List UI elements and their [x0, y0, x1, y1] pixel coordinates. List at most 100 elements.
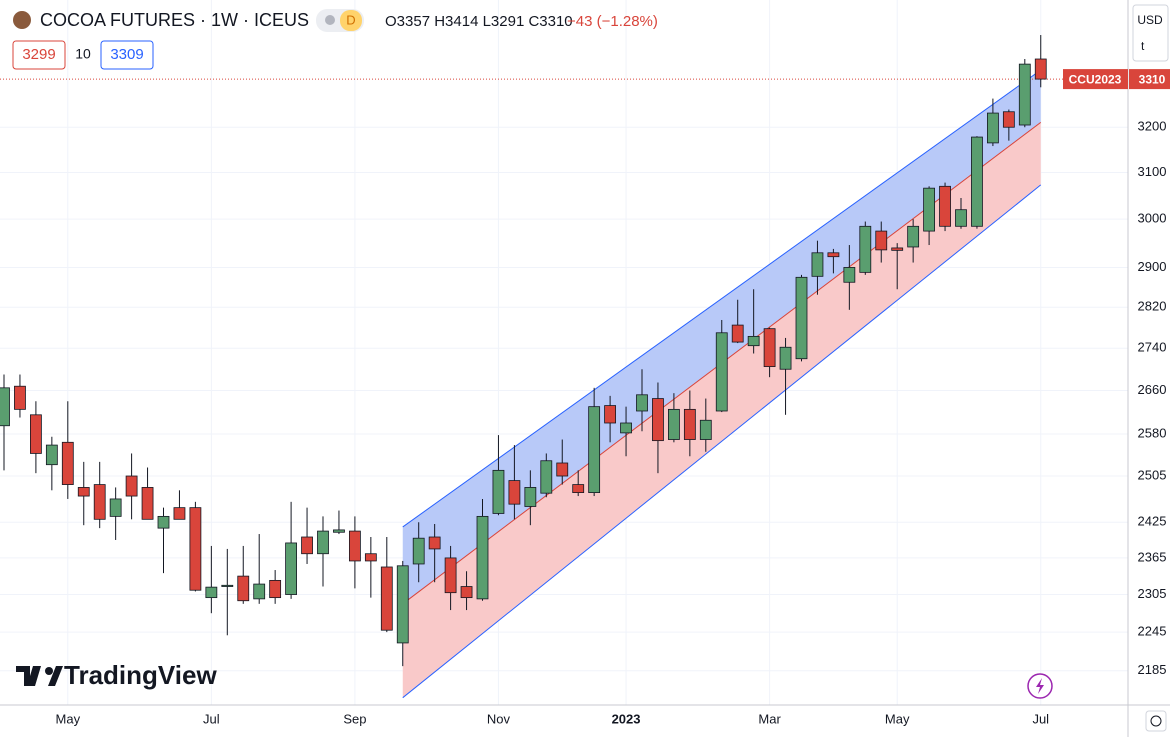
candle-body	[61, 441, 74, 485]
candle-body	[811, 252, 824, 277]
candle-body	[795, 276, 808, 360]
last-label-bg	[1063, 69, 1128, 90]
candle-body	[285, 542, 298, 595]
last-price-bg	[1129, 69, 1170, 90]
candle-body	[492, 469, 505, 514]
y-tick-label: 2900	[1138, 259, 1167, 274]
candle-body	[572, 484, 585, 494]
ohlc-values: O3357 H3414 L3291 C3310	[385, 13, 573, 30]
candle-body	[269, 579, 282, 599]
unit: t	[1141, 39, 1145, 53]
candle-body	[125, 475, 138, 497]
candle-body	[843, 267, 856, 283]
candle-body	[683, 408, 696, 440]
badge-dot	[325, 15, 335, 25]
candle-body	[460, 586, 473, 599]
candle-body	[0, 387, 10, 427]
input-box[interactable]	[100, 40, 154, 70]
candle-body	[444, 557, 457, 594]
candle-body	[524, 487, 537, 507]
input-value: 3309	[110, 46, 143, 63]
input-value: 10	[75, 46, 91, 62]
candle-body	[747, 335, 760, 347]
candle-body	[173, 507, 186, 520]
y-tick-label: 3000	[1138, 211, 1167, 226]
currency: USD	[1137, 13, 1163, 27]
y-tick-label: 3200	[1138, 119, 1167, 134]
candle-body	[157, 515, 170, 529]
candle-body	[875, 230, 888, 251]
badge-d: D	[346, 12, 355, 27]
candle-body	[652, 398, 664, 442]
input-value: 3299	[22, 46, 55, 63]
plot	[0, 35, 1128, 699]
channel-line	[402, 184, 1042, 699]
candle-body	[939, 185, 951, 227]
candle-body	[907, 225, 920, 248]
x-tick-label: 2023	[612, 711, 641, 726]
candle-body	[763, 328, 776, 368]
candle-body	[428, 536, 441, 550]
candle-body	[93, 484, 106, 520]
y-tick-label: 3100	[1138, 164, 1167, 179]
y-tick-label: 2425	[1138, 514, 1167, 529]
candle-body	[77, 487, 90, 497]
candle-body	[317, 530, 329, 555]
input-box[interactable]	[12, 40, 66, 70]
settings-icon	[1150, 715, 1162, 727]
symbol-logo	[13, 11, 31, 29]
candle-body	[141, 487, 154, 520]
candle-body	[1002, 111, 1015, 128]
y-tick-label: 2305	[1138, 586, 1167, 601]
x-tick-label: Jul	[1032, 711, 1049, 726]
candle-body	[109, 498, 122, 517]
settings-button[interactable]	[1145, 710, 1167, 732]
candle-body	[859, 225, 872, 273]
last-price-label: 3310	[1139, 72, 1166, 86]
candle-body	[476, 515, 489, 600]
candle-body	[955, 209, 967, 227]
axes: 3200 3100 3000 2900 2820 2740 2660 2580 2505 2425…	[56, 69, 1170, 726]
candle-body	[14, 385, 26, 410]
candle-body	[412, 537, 425, 565]
candle-body	[891, 247, 904, 251]
candle-body	[779, 346, 792, 370]
candle-body	[731, 324, 744, 343]
x-tick-label: Sep	[343, 711, 366, 726]
candle-body	[237, 575, 250, 602]
candle-body	[540, 460, 553, 494]
change-value: −43 (−1.28%)	[567, 13, 658, 30]
y-tick-label: 2820	[1138, 299, 1167, 314]
symbol-title: COCOA FUTURES · 1W · ICEUS	[40, 10, 309, 30]
channel-line	[402, 69, 1042, 528]
candle-body	[45, 444, 58, 466]
x-tick-label: Jul	[203, 711, 220, 726]
y-tick-label: 2580	[1138, 425, 1167, 440]
watermark-logo	[16, 666, 63, 686]
candle-body	[205, 586, 218, 599]
candle-body	[556, 462, 569, 477]
candle-body	[364, 553, 377, 562]
candle-body	[189, 507, 202, 591]
x-tick-label: Nov	[487, 711, 511, 726]
y-tick-label: 2740	[1138, 340, 1167, 355]
x-tick-label: May	[885, 711, 910, 726]
y-tick-label: 2365	[1138, 549, 1167, 564]
badge-d-bg	[340, 10, 362, 31]
candle-body	[923, 187, 935, 232]
candle-body	[668, 408, 680, 440]
candle-body	[29, 414, 42, 454]
candle-body	[636, 394, 648, 412]
candle-body	[221, 584, 234, 587]
candle-body	[1018, 63, 1031, 126]
watermark: TradingView	[64, 660, 217, 690]
candle-body	[333, 529, 345, 533]
candle-body	[715, 332, 728, 412]
last-label: CCU2023	[1069, 72, 1122, 86]
candle-body	[699, 419, 712, 440]
y-tick-label: 2185	[1138, 662, 1167, 677]
currency-box[interactable]	[1132, 4, 1169, 62]
candle-body	[301, 536, 313, 555]
candle-body	[987, 112, 999, 144]
candle-body	[380, 566, 393, 631]
